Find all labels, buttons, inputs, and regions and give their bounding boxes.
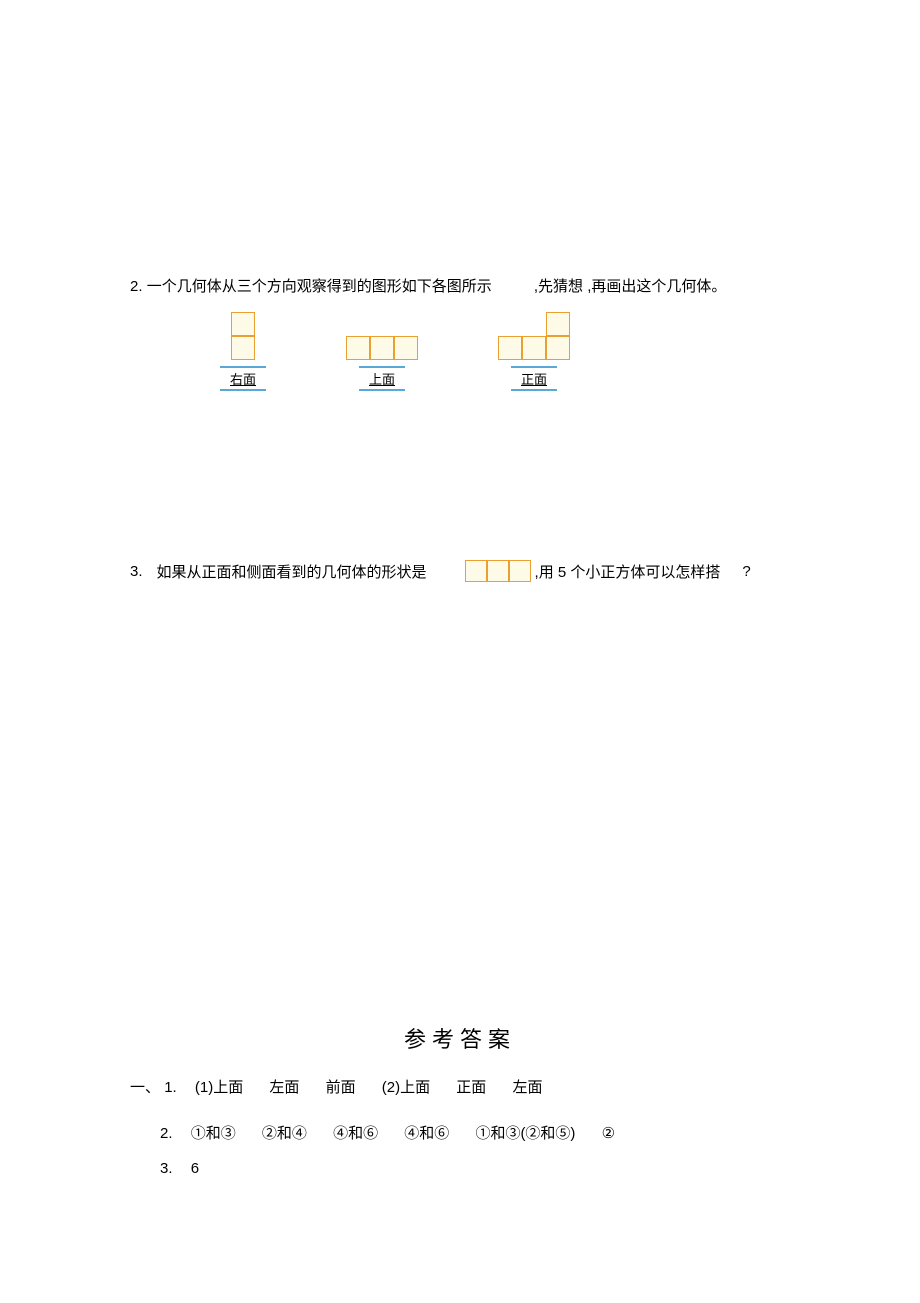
ans1-p1b: 左面 bbox=[269, 1079, 299, 1096]
question-3: 3. 如果从正面和侧面看到的几何体的形状是 ,用 5 个小正方体可以怎样搭 ? bbox=[130, 560, 751, 582]
ans2-c: ④和⑥ bbox=[333, 1125, 378, 1142]
question-2: 2. 一个几何体从三个方向观察得到的图形如下各图所示 ,先猜想 ,再画出这个几何… bbox=[130, 275, 726, 296]
view-top: 上面 bbox=[346, 312, 418, 391]
ans2-a: ①和③ bbox=[191, 1125, 236, 1142]
q3-text-1: 如果从正面和侧面看到的几何体的形状是 bbox=[157, 561, 427, 582]
ans1-p2c: 左面 bbox=[512, 1079, 542, 1096]
q3-shape bbox=[465, 560, 531, 582]
answer-line-1: 一、 1. (1)上面 左面 前面 (2)上面 正面 左面 bbox=[130, 1076, 542, 1097]
view-front: 正面 bbox=[498, 312, 570, 391]
view-top-shape bbox=[346, 336, 418, 360]
ans2-num: 2. bbox=[160, 1125, 173, 1142]
ans1-p2: (2)上面 bbox=[382, 1079, 430, 1096]
q2-text-2: ,先猜想 ,再画出这个几何体。 bbox=[534, 278, 727, 295]
ans2-d: ④和⑥ bbox=[404, 1125, 449, 1142]
ans2-f: ② bbox=[602, 1125, 615, 1142]
q3-prefix: 3. bbox=[130, 563, 143, 580]
view-right-shape bbox=[231, 312, 255, 360]
q2-text-1: 一个几何体从三个方向观察得到的图形如下各图所示 bbox=[147, 278, 492, 295]
views-container: 右面 上面 正面 bbox=[220, 312, 570, 391]
answer-line-3: 3. 6 bbox=[160, 1160, 199, 1177]
ans1-num: 1. bbox=[164, 1079, 177, 1096]
ans1-p1: (1)上面 bbox=[195, 1079, 243, 1096]
ans2-e: ①和③(②和⑤) bbox=[475, 1125, 575, 1142]
ans1-p1c: 前面 bbox=[326, 1079, 356, 1096]
q2-prefix: 2. bbox=[130, 278, 143, 295]
ans2-b: ②和④ bbox=[262, 1125, 307, 1142]
ans3-val: 6 bbox=[191, 1160, 199, 1177]
view-top-label: 上面 bbox=[359, 366, 405, 391]
view-front-shape bbox=[498, 312, 570, 360]
answers-title: 参考答案 bbox=[0, 1022, 920, 1054]
view-right: 右面 bbox=[220, 312, 266, 391]
q3-text-3: ? bbox=[742, 563, 750, 580]
ans1-p2b: 正面 bbox=[456, 1079, 486, 1096]
answer-line-2: 2. ①和③ ②和④ ④和⑥ ④和⑥ ①和③(②和⑤) ② bbox=[160, 1122, 615, 1143]
ans3-num: 3. bbox=[160, 1160, 173, 1177]
view-front-label: 正面 bbox=[511, 366, 557, 391]
view-right-label: 右面 bbox=[220, 366, 266, 391]
ans1-prefix: 一、 bbox=[130, 1079, 160, 1096]
q3-text-2: ,用 5 个小正方体可以怎样搭 bbox=[535, 561, 721, 582]
